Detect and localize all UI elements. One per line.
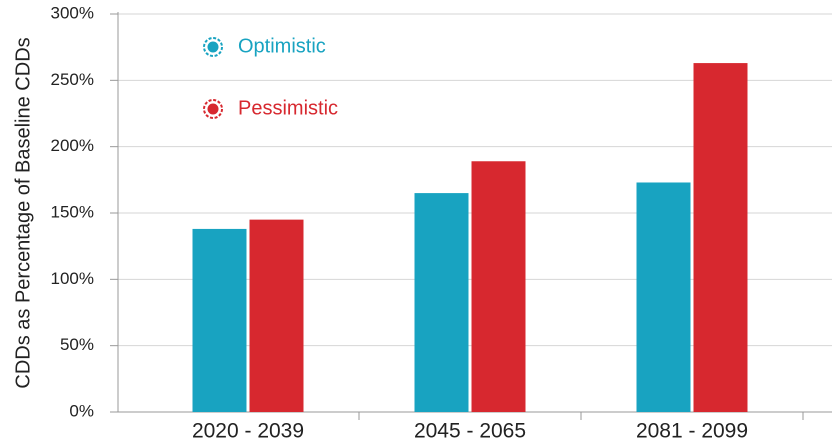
legend-icon-ring xyxy=(203,99,223,119)
x-tick-label: 2045 - 2065 xyxy=(414,420,526,443)
legend-icon xyxy=(207,103,219,115)
y-axis-label: CDDs as Percentage of Baseline CDDs xyxy=(12,37,34,388)
y-tick-label: 0% xyxy=(69,401,94,420)
y-tick-label: 150% xyxy=(51,202,94,221)
bar xyxy=(249,219,304,412)
legend-icon-ring xyxy=(203,37,223,57)
legend-label: Optimistic xyxy=(238,35,326,57)
bar xyxy=(192,228,247,412)
x-tick-label: 2081 - 2099 xyxy=(636,420,748,443)
legend-label: Pessimistic xyxy=(238,97,338,119)
y-tick-label: 100% xyxy=(51,269,94,288)
x-tick-label: 2020 - 2039 xyxy=(192,420,304,443)
y-tick-label: 250% xyxy=(51,70,94,89)
y-tick-label: 200% xyxy=(51,136,94,155)
y-tick-label: 300% xyxy=(51,3,94,22)
bar xyxy=(471,161,526,412)
y-tick-label: 50% xyxy=(60,335,94,354)
bar xyxy=(414,193,469,412)
legend-icon xyxy=(207,41,219,53)
bar xyxy=(693,63,748,412)
bar xyxy=(636,182,691,412)
